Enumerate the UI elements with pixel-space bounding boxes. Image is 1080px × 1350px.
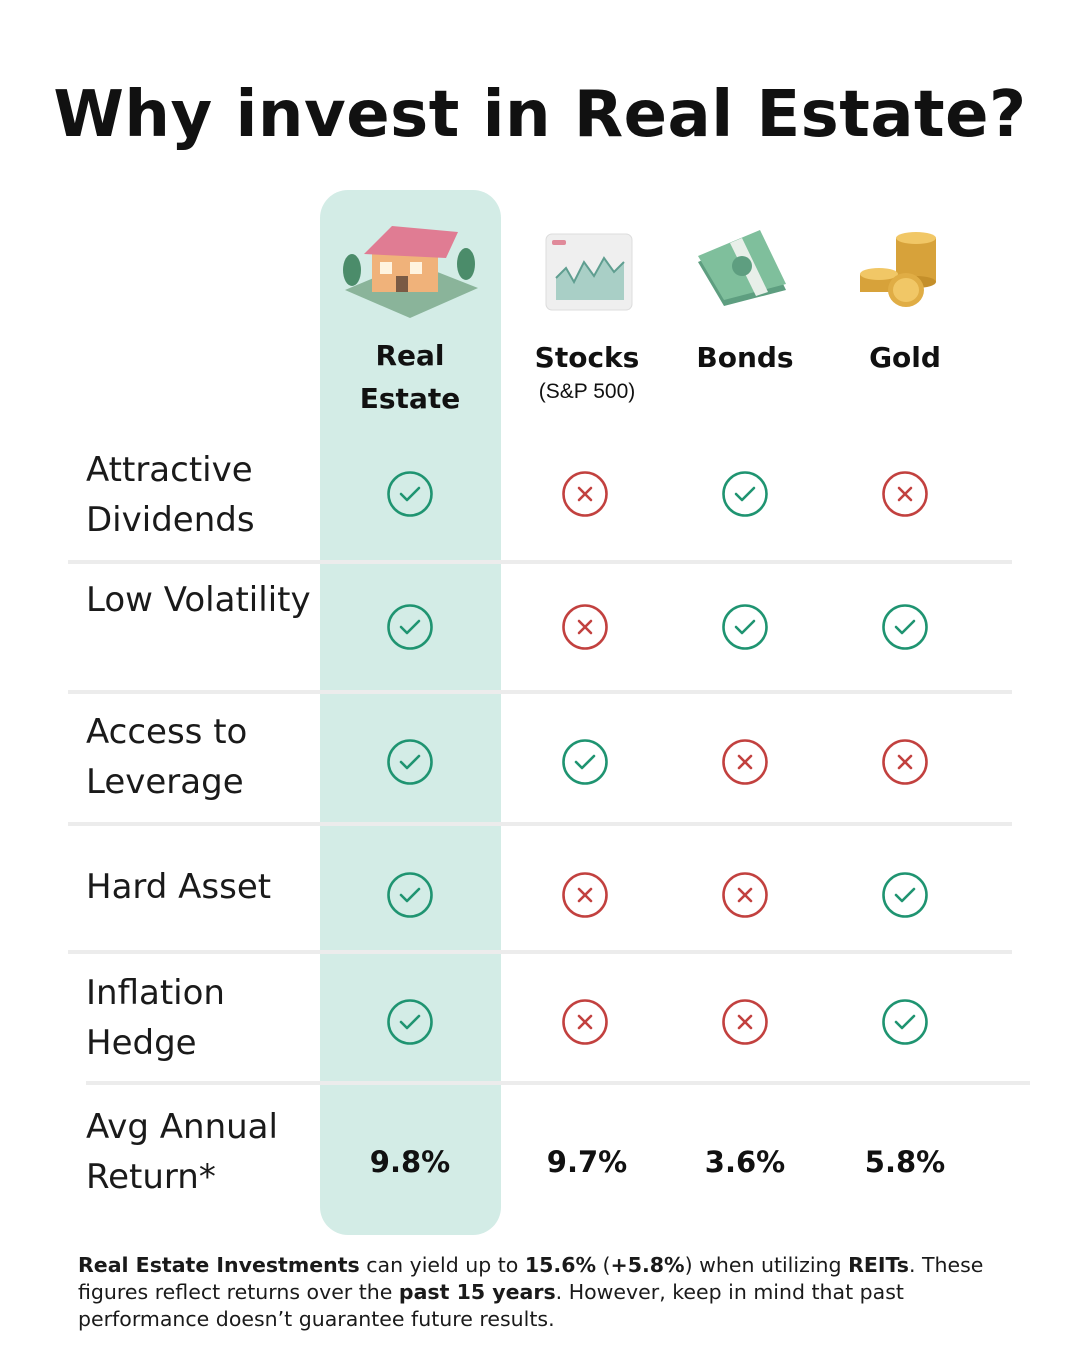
gold-icon	[860, 232, 936, 307]
cross-icon	[882, 739, 928, 785]
check-icon	[387, 999, 433, 1045]
footnote-segment: (	[596, 1253, 611, 1277]
row-label: Access to Leverage	[86, 712, 248, 802]
column-name: Stocks	[534, 341, 640, 374]
icon-circle	[882, 739, 928, 785]
row-divider	[68, 690, 1012, 694]
cross-mark	[577, 887, 593, 903]
check-mark	[399, 1014, 421, 1030]
return-value: 3.6%	[704, 1145, 786, 1179]
title: Why invest in Real Estate?	[53, 78, 1027, 152]
icon-circle	[562, 999, 608, 1045]
icon-circle	[722, 739, 768, 785]
check-mark	[399, 619, 421, 635]
column-name: Real Estate	[359, 339, 461, 415]
check-icon	[882, 604, 928, 650]
return-value: 9.8%	[369, 1145, 451, 1179]
cross-mark	[737, 754, 753, 770]
house-icon	[343, 226, 478, 318]
icon-circle	[387, 739, 433, 785]
row-divider	[68, 560, 1012, 564]
return-value: 5.8%	[864, 1145, 946, 1179]
footnote-segment: past 15 years	[398, 1280, 556, 1304]
check-icon	[562, 739, 608, 785]
cross-icon	[882, 471, 928, 517]
check-mark	[734, 619, 756, 635]
row-divider	[86, 1081, 1030, 1085]
footnote-segment: 15.6%	[524, 1253, 596, 1277]
check-icon	[882, 999, 928, 1045]
row-label: Inflation Hedge	[86, 973, 225, 1063]
check-mark	[399, 887, 421, 903]
check-icon	[722, 471, 768, 517]
footnote-segment: +5.8%	[610, 1253, 685, 1277]
footnote-segment: . These figures reflect returns over the	[78, 1253, 984, 1304]
cross-mark	[897, 486, 913, 502]
check-icon	[882, 872, 928, 918]
cross-icon	[562, 872, 608, 918]
icon-circle	[562, 604, 608, 650]
check-mark	[399, 754, 421, 770]
cross-mark	[897, 754, 913, 770]
check-icon	[722, 604, 768, 650]
check-icon	[387, 872, 433, 918]
footnote-segment: can yield up to	[359, 1253, 525, 1277]
cross-icon	[722, 999, 768, 1045]
cross-icon	[722, 739, 768, 785]
row-divider	[68, 822, 1012, 826]
icon-circle	[562, 739, 608, 785]
row-divider	[68, 950, 1012, 954]
icon-circle	[387, 999, 433, 1045]
cross-icon	[562, 604, 608, 650]
bonds-icon	[698, 230, 786, 306]
icon-circle	[722, 471, 768, 517]
column-name: Gold	[869, 341, 941, 374]
check-mark	[399, 486, 421, 502]
row-label: Attractive Dividends	[86, 450, 255, 540]
icon-circle	[722, 872, 768, 918]
cross-mark	[577, 486, 593, 502]
column-name: Bonds	[696, 341, 794, 374]
stocks-icon	[545, 233, 633, 311]
check-mark	[574, 754, 596, 770]
footnote-segment: ) when utilizing	[684, 1253, 849, 1277]
row-label: Low Volatility	[86, 580, 311, 620]
check-mark	[894, 619, 916, 635]
icon-circle	[722, 999, 768, 1045]
icon-circle	[562, 872, 608, 918]
icon-circle	[882, 872, 928, 918]
cross-mark	[577, 1014, 593, 1030]
footnote-segment: REITs	[848, 1253, 909, 1277]
icon-circle	[387, 872, 433, 918]
row-label: Hard Asset	[86, 867, 272, 907]
icon-circle	[387, 471, 433, 517]
footnote-segment: Real Estate Investments	[78, 1253, 360, 1277]
icon-circle	[562, 471, 608, 517]
highlight-column	[320, 190, 501, 1235]
icon-circle	[882, 604, 928, 650]
check-mark	[894, 887, 916, 903]
check-icon	[387, 471, 433, 517]
icon-circle	[722, 604, 768, 650]
return-value: 9.7%	[546, 1145, 628, 1179]
cross-icon	[722, 872, 768, 918]
cross-icon	[562, 999, 608, 1045]
check-mark	[734, 486, 756, 502]
cross-icon	[562, 471, 608, 517]
icon-circle	[387, 604, 433, 650]
footnote-segment: . However, keep in mind that past perfor…	[78, 1280, 904, 1331]
cross-mark	[577, 619, 593, 635]
icon-circle	[882, 999, 928, 1045]
footnote: Real Estate Investments can yield up to …	[78, 1252, 998, 1333]
check-icon	[387, 604, 433, 650]
cross-mark	[737, 1014, 753, 1030]
check-mark	[894, 1014, 916, 1030]
row-label: Avg Annual Return*	[86, 1107, 278, 1197]
check-icon	[387, 739, 433, 785]
column-note: (S&P 500)	[538, 380, 636, 403]
cross-mark	[737, 887, 753, 903]
icon-circle	[882, 471, 928, 517]
